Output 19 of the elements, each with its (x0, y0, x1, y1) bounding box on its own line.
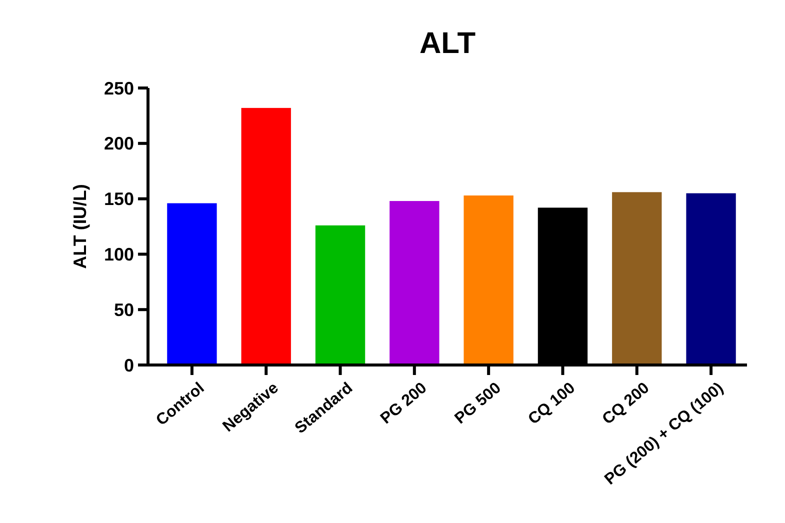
x-tick-label: PG 200 (378, 380, 430, 428)
x-tick-label: CQ 100 (525, 380, 579, 428)
x-tick-label: PG 500 (452, 380, 504, 428)
y-tick-label: 0 (124, 355, 134, 376)
y-tick-label: 250 (104, 78, 134, 98)
bar (167, 203, 217, 365)
y-tick-label: 200 (104, 134, 134, 154)
chart-title: ALT (419, 27, 476, 60)
y-axis-title: ALT (IU/L) (70, 184, 90, 269)
bar (686, 193, 736, 365)
y-tick-label: 50 (114, 300, 134, 320)
bar (612, 192, 662, 365)
bar (315, 225, 366, 365)
bar (241, 108, 291, 365)
y-tick-label: 100 (104, 244, 134, 264)
x-tick-label: CQ 200 (599, 380, 653, 428)
bar (464, 195, 514, 365)
bar (390, 201, 440, 365)
y-tick-label: 150 (104, 189, 134, 210)
